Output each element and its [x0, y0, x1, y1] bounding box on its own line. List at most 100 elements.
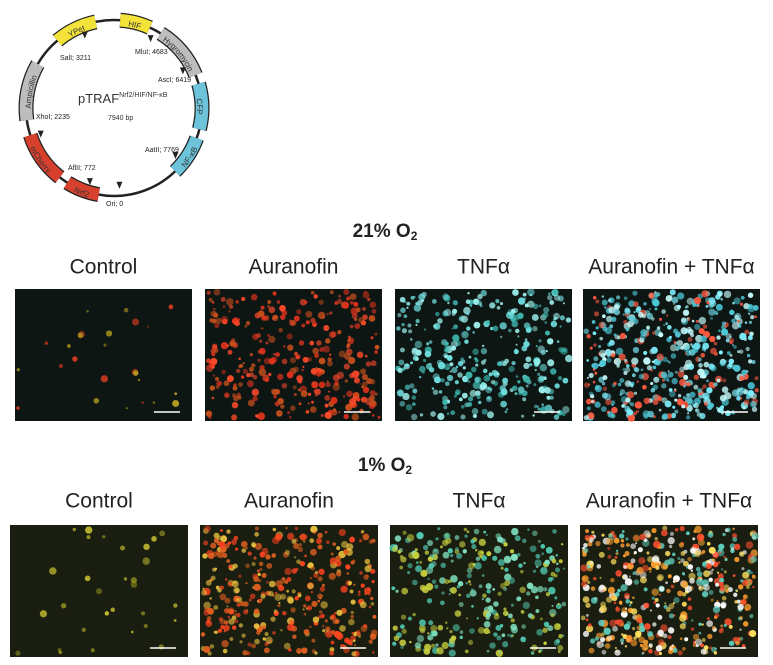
cell: [513, 349, 519, 355]
cell: [252, 395, 258, 402]
cell: [586, 359, 589, 362]
cell: [752, 585, 755, 589]
cell: [485, 533, 488, 537]
cell: [207, 552, 215, 560]
cell: [672, 602, 675, 605]
cell: [650, 369, 653, 372]
cell: [467, 291, 470, 295]
cell: [659, 586, 665, 592]
cell: [752, 574, 755, 577]
cell: [349, 324, 354, 329]
cell: [703, 570, 711, 578]
cell: [205, 620, 213, 627]
cell: [604, 306, 607, 309]
cell: [557, 602, 560, 605]
cell: [521, 414, 525, 418]
cell: [701, 623, 704, 626]
cell: [541, 403, 544, 406]
cell: [254, 542, 263, 551]
cell: [343, 413, 349, 420]
cell: [372, 651, 375, 654]
cell: [592, 380, 596, 384]
cell: [437, 412, 445, 421]
cell: [663, 374, 670, 382]
cell: [673, 304, 681, 312]
cell: [392, 625, 398, 631]
cell: [717, 571, 720, 574]
cell: [652, 622, 657, 627]
cell: [228, 618, 235, 625]
cell: [667, 635, 672, 640]
cell: [525, 384, 529, 388]
cell: [238, 382, 243, 388]
cell: [525, 327, 532, 334]
cell: [670, 584, 675, 589]
cell: [516, 596, 522, 602]
cell: [412, 551, 420, 560]
cell: [265, 554, 271, 560]
feature-arc: [19, 60, 44, 122]
cell: [535, 344, 538, 348]
cell: [581, 575, 589, 583]
cell: [438, 390, 443, 394]
cell: [324, 631, 327, 634]
cell: [735, 589, 739, 593]
cell: [211, 352, 216, 357]
cell: [640, 368, 644, 372]
cell: [483, 530, 487, 534]
cell: [334, 612, 337, 615]
cell: [693, 297, 702, 305]
cell: [418, 619, 426, 627]
cell: [313, 531, 316, 535]
section-title-main: 1% O: [358, 455, 406, 476]
cell: [653, 291, 657, 294]
cell: [485, 597, 491, 603]
cell: [737, 603, 744, 611]
cell: [656, 326, 661, 330]
cell: [217, 587, 222, 593]
cell: [688, 408, 692, 412]
cell: [521, 538, 527, 544]
cell: [754, 376, 759, 381]
cell: [668, 390, 676, 398]
cell: [259, 567, 263, 572]
cell: [416, 561, 419, 564]
cell: [686, 531, 690, 536]
cell: [320, 413, 324, 418]
cell: [346, 543, 354, 551]
cell: [15, 650, 21, 656]
cell: [651, 528, 657, 534]
cell: [742, 594, 748, 600]
cell: [203, 601, 211, 609]
cell: [400, 624, 405, 630]
cell: [521, 345, 528, 352]
cell: [734, 556, 740, 563]
cell: [152, 401, 156, 404]
cell: [450, 586, 457, 594]
cell: [624, 645, 628, 648]
cell: [732, 636, 738, 643]
cell: [266, 304, 270, 308]
cell: [741, 369, 748, 376]
cell: [261, 572, 267, 578]
cell: [67, 344, 71, 348]
cell: [599, 576, 602, 579]
cell: [693, 384, 699, 390]
cell: [211, 396, 215, 400]
cell: [693, 374, 700, 380]
cell: [638, 557, 646, 565]
cell: [658, 593, 661, 596]
cell: [557, 375, 563, 381]
cell: [642, 384, 647, 390]
cell: [401, 587, 409, 595]
cell: [663, 604, 668, 609]
cell: [728, 587, 733, 593]
cell: [358, 599, 362, 603]
cell: [698, 328, 705, 335]
cell: [377, 415, 381, 419]
cell: [450, 553, 454, 558]
cell: [740, 598, 747, 606]
cell: [249, 593, 256, 600]
cell: [739, 397, 743, 400]
cell: [742, 621, 749, 627]
